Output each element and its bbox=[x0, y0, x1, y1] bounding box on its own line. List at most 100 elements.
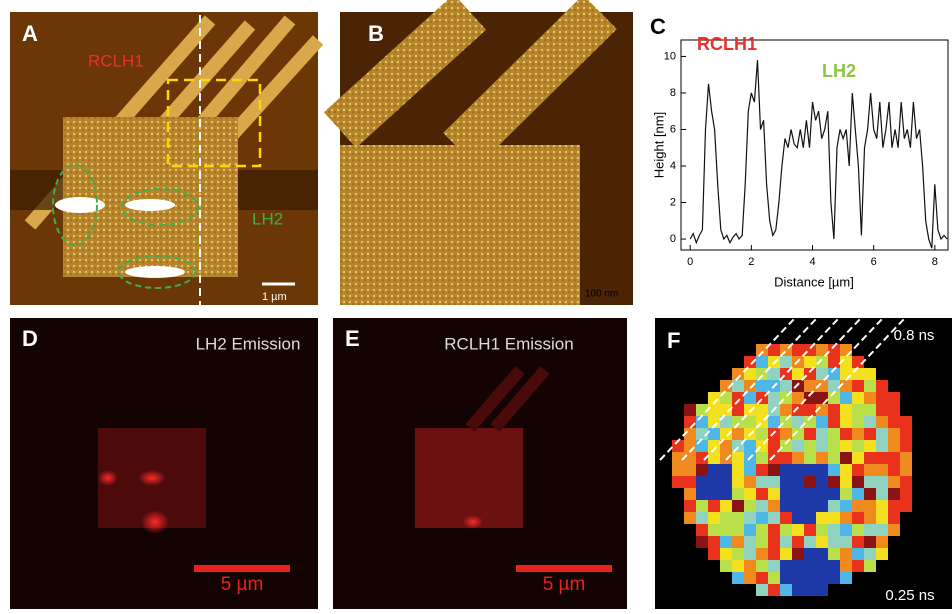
pixel bbox=[840, 536, 852, 548]
pixel bbox=[732, 452, 744, 464]
pixel bbox=[840, 404, 852, 416]
pixel bbox=[768, 452, 780, 464]
panel-letter: F bbox=[667, 328, 680, 353]
panel-a: A RCLH1 LH2 1 µm bbox=[10, 12, 318, 305]
y-tick-label: 8 bbox=[670, 87, 676, 99]
pixel bbox=[864, 524, 876, 536]
pixel bbox=[828, 416, 840, 428]
pixel bbox=[756, 572, 768, 584]
pixel bbox=[696, 500, 708, 512]
pixel bbox=[732, 560, 744, 572]
pixel bbox=[840, 416, 852, 428]
pixel bbox=[888, 404, 900, 416]
pixel bbox=[744, 536, 756, 548]
pixel bbox=[828, 356, 840, 368]
pixel bbox=[792, 464, 804, 476]
pixel bbox=[900, 500, 912, 512]
pixel bbox=[816, 536, 828, 548]
pixel bbox=[708, 548, 720, 560]
pixel bbox=[708, 428, 720, 440]
scale-label: 1 µm bbox=[262, 291, 287, 303]
panel-letter: A bbox=[22, 21, 38, 46]
x-tick-label: 2 bbox=[748, 256, 754, 268]
pixel bbox=[756, 356, 768, 368]
pixel bbox=[768, 368, 780, 380]
x-tick-label: 6 bbox=[871, 256, 877, 268]
pixel bbox=[792, 524, 804, 536]
pixel bbox=[696, 536, 708, 548]
pixel bbox=[720, 464, 732, 476]
y-tick-label: 6 bbox=[670, 123, 676, 135]
pixel bbox=[816, 464, 828, 476]
x-tick-label: 8 bbox=[932, 256, 938, 268]
pixel bbox=[756, 512, 768, 524]
pixel bbox=[876, 404, 888, 416]
pixel bbox=[756, 536, 768, 548]
pixel bbox=[816, 524, 828, 536]
pixel bbox=[804, 524, 816, 536]
pixel bbox=[840, 488, 852, 500]
pixel bbox=[780, 512, 792, 524]
pixel bbox=[732, 464, 744, 476]
pixel bbox=[804, 560, 816, 572]
pixel bbox=[816, 500, 828, 512]
pixel bbox=[744, 512, 756, 524]
pixel bbox=[876, 440, 888, 452]
pixel bbox=[840, 560, 852, 572]
pixel bbox=[696, 416, 708, 428]
pixel bbox=[828, 500, 840, 512]
y-tick-label: 0 bbox=[670, 233, 676, 245]
pixel bbox=[804, 452, 816, 464]
pixel bbox=[828, 512, 840, 524]
pixel bbox=[768, 536, 780, 548]
pixel bbox=[768, 524, 780, 536]
pixel bbox=[876, 488, 888, 500]
pixel bbox=[768, 572, 780, 584]
pixel bbox=[780, 572, 792, 584]
pixel bbox=[708, 500, 720, 512]
pixel bbox=[840, 368, 852, 380]
pixel bbox=[816, 572, 828, 584]
pixel bbox=[708, 512, 720, 524]
pixel bbox=[792, 440, 804, 452]
pixel bbox=[816, 584, 828, 596]
pixel bbox=[756, 488, 768, 500]
pixel bbox=[864, 440, 876, 452]
pixel bbox=[864, 416, 876, 428]
pixel bbox=[804, 500, 816, 512]
pixel bbox=[732, 548, 744, 560]
pixel bbox=[744, 380, 756, 392]
pixel bbox=[864, 560, 876, 572]
pixel bbox=[756, 344, 768, 356]
pixel bbox=[828, 464, 840, 476]
pixel bbox=[732, 500, 744, 512]
panel-f: F 0.8 ns 0.25 ns bbox=[655, 318, 952, 609]
pixel bbox=[720, 476, 732, 488]
pixel bbox=[672, 464, 684, 476]
pixel bbox=[792, 536, 804, 548]
pixel bbox=[840, 392, 852, 404]
pixel bbox=[852, 536, 864, 548]
pixel bbox=[768, 500, 780, 512]
pixel bbox=[744, 416, 756, 428]
pixel bbox=[876, 524, 888, 536]
pixel bbox=[756, 548, 768, 560]
pixel bbox=[792, 584, 804, 596]
pixel bbox=[876, 548, 888, 560]
pixel bbox=[876, 428, 888, 440]
pixel bbox=[732, 380, 744, 392]
pixel bbox=[888, 452, 900, 464]
pixel bbox=[828, 524, 840, 536]
pixel bbox=[888, 428, 900, 440]
pixel bbox=[720, 536, 732, 548]
pixel bbox=[864, 536, 876, 548]
pixel bbox=[828, 440, 840, 452]
pixel bbox=[696, 440, 708, 452]
pixel bbox=[792, 380, 804, 392]
pixel bbox=[888, 416, 900, 428]
pixel bbox=[780, 500, 792, 512]
pixel bbox=[840, 500, 852, 512]
pixel bbox=[792, 368, 804, 380]
pixel bbox=[804, 488, 816, 500]
